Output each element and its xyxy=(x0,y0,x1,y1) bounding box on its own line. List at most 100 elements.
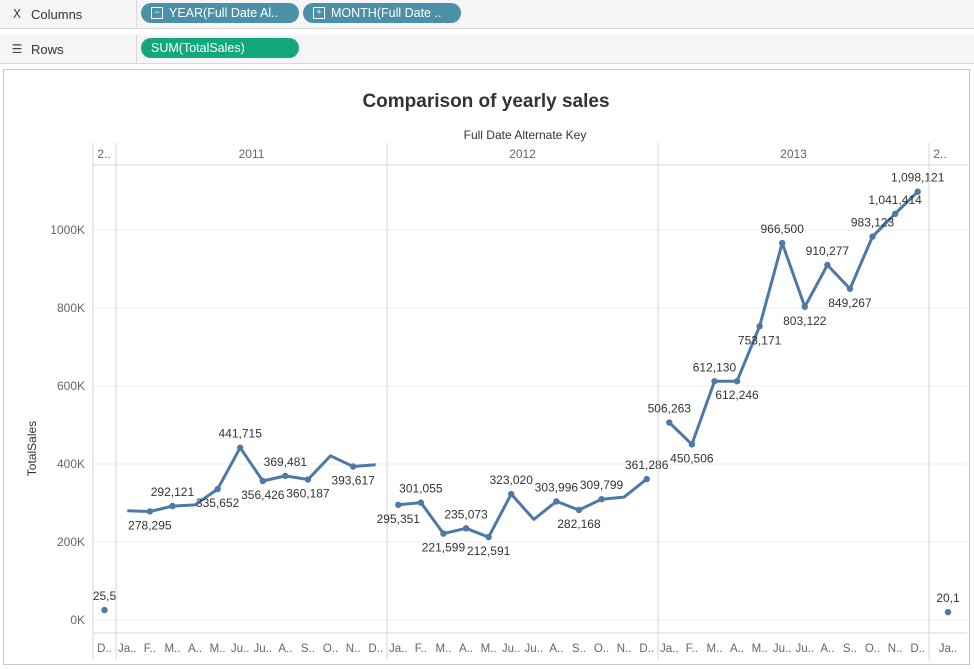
data-label: 849,267 xyxy=(828,296,872,310)
month-tick-label: D.. xyxy=(910,643,925,655)
sum-pill-text: SUM(TotalSales) xyxy=(151,41,245,55)
month-dimension-pill[interactable]: + MONTH(Full Date .. xyxy=(303,3,461,23)
data-point xyxy=(304,476,312,483)
expand-icon[interactable]: + xyxy=(313,7,325,19)
data-label: 20,1 xyxy=(936,591,960,605)
month-tick-label: Ju.. xyxy=(525,643,544,655)
month-tick-label: F.. xyxy=(415,643,427,655)
year-header: 2.. xyxy=(933,147,946,161)
data-label: 983,123 xyxy=(851,216,895,230)
data-label: 369,481 xyxy=(264,455,308,469)
data-point xyxy=(485,533,492,541)
data-point xyxy=(891,210,899,218)
sales-line xyxy=(398,477,648,539)
data-point xyxy=(824,261,831,269)
data-point xyxy=(237,444,244,451)
y-tick-label: 0K xyxy=(70,613,85,627)
data-point xyxy=(869,233,876,240)
month-tick-label: D.. xyxy=(97,643,112,655)
data-point xyxy=(801,303,808,310)
data-label: 309,799 xyxy=(580,478,624,492)
column-axis-title: Full Date Alternate Key xyxy=(464,128,587,142)
chart-view: Comparison of yearly sales Full Date Alte… xyxy=(3,69,970,665)
month-pill-text: MONTH(Full Date .. xyxy=(331,6,442,20)
year-header: 2.. xyxy=(97,147,110,161)
year-header: 2013 xyxy=(780,147,807,161)
data-label: 506,263 xyxy=(648,402,692,416)
month-tick-label: N.. xyxy=(346,643,361,655)
data-label: 910,277 xyxy=(806,244,850,258)
month-tick-label: M.. xyxy=(752,643,768,655)
year-header: 2012 xyxy=(509,147,536,161)
data-point xyxy=(282,472,289,480)
data-label: 335,652 xyxy=(196,496,240,510)
data-label: 612,130 xyxy=(693,360,737,374)
data-label: 292,121 xyxy=(151,485,195,499)
data-point xyxy=(711,378,718,385)
data-label: 295,351 xyxy=(377,512,421,526)
data-point xyxy=(914,188,921,195)
year-dimension-pill[interactable]: − YEAR(Full Date Al.. xyxy=(141,3,299,23)
rows-icon: ☰ xyxy=(11,42,23,56)
data-label: 303,996 xyxy=(535,480,579,494)
data-label: 323,020 xyxy=(490,473,534,487)
collapse-icon[interactable]: − xyxy=(151,7,163,19)
data-point xyxy=(733,378,741,385)
data-point xyxy=(553,498,560,505)
data-point xyxy=(779,239,786,247)
year-header: 2011 xyxy=(239,147,265,161)
month-tick-label: Ju.. xyxy=(796,643,815,655)
data-point xyxy=(666,419,673,426)
data-label: 235,073 xyxy=(444,507,488,521)
data-label: 441,715 xyxy=(219,427,263,441)
y-tick-label: 400K xyxy=(57,457,85,471)
month-tick-label: M.. xyxy=(706,643,722,655)
month-tick-label: O.. xyxy=(865,643,880,655)
month-tick-label: M.. xyxy=(435,643,451,655)
columns-shelf-label: Columns xyxy=(31,6,83,22)
year-pill-text: YEAR(Full Date Al.. xyxy=(169,6,279,20)
data-point xyxy=(146,508,154,515)
data-point xyxy=(214,485,221,493)
chart-title: Comparison of yearly sales xyxy=(362,91,609,112)
y-axis-title: TotalSales xyxy=(25,421,39,476)
y-tick-label: 200K xyxy=(57,535,85,549)
month-tick-label: A.. xyxy=(730,643,744,655)
data-point xyxy=(944,608,952,616)
data-point xyxy=(688,441,696,448)
data-label: 301,055 xyxy=(399,482,443,496)
month-tick-label: M.. xyxy=(164,643,180,655)
data-label: 1,098,121 xyxy=(891,171,945,185)
month-tick-label: O.. xyxy=(594,643,609,655)
month-tick-label: Ja.. xyxy=(939,643,958,655)
month-tick-label: Ju.. xyxy=(254,643,273,655)
month-tick-label: N.. xyxy=(617,643,632,655)
month-tick-label: A.. xyxy=(549,643,563,655)
data-label: 753,171 xyxy=(738,333,782,347)
data-point xyxy=(508,490,515,498)
month-tick-label: A.. xyxy=(459,643,473,655)
month-tick-label: F.. xyxy=(144,643,156,655)
month-tick-label: O.. xyxy=(323,643,338,655)
month-tick-label: M.. xyxy=(210,643,226,655)
month-tick-label: D.. xyxy=(639,643,654,655)
data-point xyxy=(349,463,357,470)
data-point xyxy=(643,475,650,483)
data-label: 221,599 xyxy=(422,541,466,555)
sum-totalsales-pill[interactable]: SUM(TotalSales) xyxy=(141,38,299,58)
month-tick-label: Ju.. xyxy=(773,643,792,655)
data-point xyxy=(598,495,605,503)
month-tick-label: N.. xyxy=(888,643,903,655)
data-label: 450,506 xyxy=(670,451,714,465)
month-tick-label: M.. xyxy=(481,643,497,655)
data-label: 361,286 xyxy=(625,458,669,472)
month-tick-label: A.. xyxy=(820,643,834,655)
data-point xyxy=(259,477,266,485)
month-tick-label: Ju.. xyxy=(502,643,521,655)
data-point xyxy=(756,323,763,330)
data-label: 282,168 xyxy=(557,517,601,531)
month-tick-label: S.. xyxy=(572,643,586,655)
month-tick-label: S.. xyxy=(301,643,315,655)
data-point xyxy=(462,525,470,532)
line-chart: Comparison of yearly sales Full Date Alte… xyxy=(25,91,967,660)
